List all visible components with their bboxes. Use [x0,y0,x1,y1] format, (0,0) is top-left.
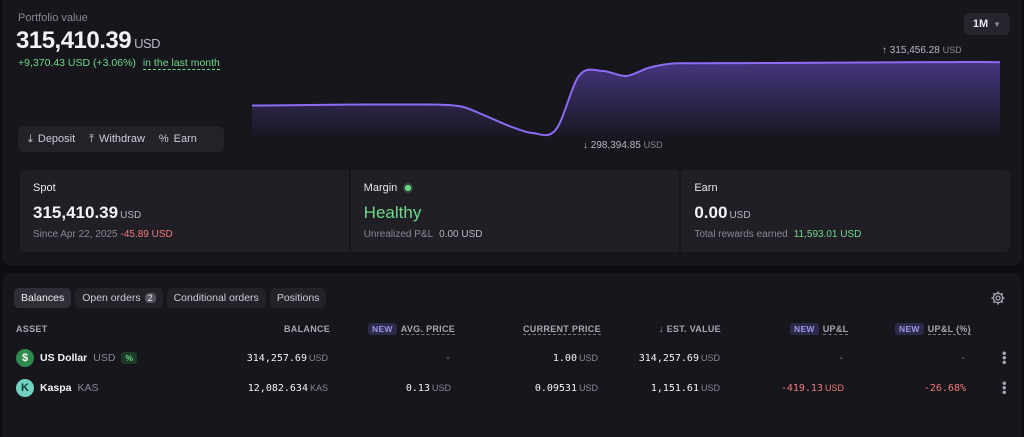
asset-cell: K Kaspa KAS [16,379,99,397]
more-options-icon[interactable]: ••• [997,381,1012,395]
spot-pnl: -45.89 USD [120,229,173,240]
earn-button[interactable]: % Earn [158,133,197,145]
portfolio-chart[interactable] [2,0,1022,266]
upload-icon: ⤒ [89,132,95,145]
withdraw-button[interactable]: ⤒ Withdraw [89,132,145,146]
portfolio-value-label: Portfolio value [18,12,88,24]
action-bar: ⤓ Deposit ⤒ Withdraw % Earn [18,126,224,152]
time-range-select[interactable]: 1M ▼ [964,13,1010,35]
summary-cards: Spot 315,410.39 USD Since Apr 22, 2025 -45… [20,170,1011,252]
sort-arrow-icon: ↓ [659,324,664,334]
asset-cell: $ US Dollar USD % [16,349,137,367]
tab-bar: Balances Open orders 2 Conditional orders… [14,288,327,308]
kaspa-coin-icon: K [16,379,34,397]
gear-icon[interactable] [990,290,1006,306]
arrow-down-icon: ↓ [583,140,588,151]
portfolio-change: +9,370.43 USD (+3.06%) in the last month [18,57,220,70]
upl-pct-cell: - [959,353,966,364]
col-upl-pct[interactable]: NEW UP&L (%) [895,323,971,335]
earn-card[interactable]: Earn 0.00 USD Total rewards earned 11,593.… [681,170,1011,252]
chart-high-label: ↑ 315,456.28 USD [882,45,962,56]
earn-badge: % [121,352,137,364]
chart-low-label: ↓ 298,394.85 USD [583,140,663,151]
tab-conditional-orders[interactable]: Conditional orders [166,288,266,308]
balance-cell: 12,082.634 KAS [247,383,328,394]
col-est-value[interactable]: ↓ EST. VALUE [659,324,721,334]
balance-cell: 314,257.69 USD [246,353,328,364]
col-asset: ASSET [16,324,48,334]
tab-positions[interactable]: Positions [269,288,327,308]
new-badge: NEW [790,323,819,335]
balances-panel: Balances Open orders 2 Conditional orders… [2,273,1022,437]
earn-card-title: Earn [694,182,718,194]
col-current-price[interactable]: CURRENT PRICE [523,324,601,335]
status-dot-icon [405,185,412,191]
margin-card-sub: Unrealized P&L 0.00 USD [363,229,483,240]
current-price-cell: 1.00 USD [552,353,598,364]
earn-card-value: 0.00 USD [694,203,751,222]
margin-status: Healthy [363,203,422,222]
est-value-cell: 1,151.61 USD [650,383,720,394]
portfolio-change-amount: +9,370.43 USD [18,57,91,69]
portfolio-change-pct: (+3.06%) [93,57,136,69]
spot-card-sub: Since Apr 22, 2025 -45.89 USD [33,229,173,240]
deposit-button[interactable]: ⤓ Deposit [28,132,76,146]
tab-open-orders[interactable]: Open orders 2 [75,288,163,308]
new-badge: NEW [368,323,397,335]
tab-balances[interactable]: Balances [14,288,72,308]
open-orders-count: 2 [144,293,156,303]
current-price-cell: 0.09531 USD [534,383,598,394]
chart-series-line [251,60,1001,137]
chevron-down-icon: ▼ [993,19,1002,29]
col-balance[interactable]: BALANCE [284,324,331,334]
margin-card-title: Margin [364,182,667,194]
usd-coin-icon: $ [16,349,34,367]
spot-card-title: Spot [33,182,56,194]
spot-card[interactable]: Spot 315,410.39 USD Since Apr 22, 2025 -45… [20,170,349,252]
portfolio-change-period[interactable]: in the last month [142,57,220,70]
margin-card[interactable]: Margin Healthy Unrealized P&L 0.00 USD [350,170,680,252]
portfolio-value-unit: USD [134,36,161,51]
est-value-cell: 314,257.69 USD [638,353,720,364]
avg-price-cell: 0.13 USD [405,383,451,394]
portfolio-panel: Portfolio value 315,410.39 USD +9,370.43 … [2,0,1022,266]
upl-pct-cell: -26.68% [923,383,966,394]
download-icon: ⤓ [28,132,33,145]
percent-icon: % [158,133,169,145]
upl-cell: - [837,353,844,364]
portfolio-value-amount: 315,410.39 [16,27,132,54]
avg-price-cell: - [444,353,451,364]
upl-cell: -419.13 USD [780,383,844,394]
arrow-up-icon: ↑ [882,45,887,56]
more-options-icon[interactable]: ••• [997,351,1012,365]
chart-area-fill [252,61,1000,140]
spot-card-value: 315,410.39 USD [33,203,142,222]
table-row[interactable]: K Kaspa KAS 12,082.634 KAS 0.13 USD 0.0953… [2,373,1022,403]
time-range-value: 1M [972,18,989,30]
new-badge: NEW [895,323,924,335]
portfolio-value: 315,410.39 USD [16,27,161,55]
earn-card-sub: Total rewards earned 11,593.01 USD [694,229,862,240]
col-avg-price[interactable]: NEW AVG. PRICE [368,323,456,335]
col-upl[interactable]: NEW UP&L [790,323,849,335]
table-row[interactable]: $ US Dollar USD % 314,257.69 USD - 1.00 US… [2,343,1022,373]
